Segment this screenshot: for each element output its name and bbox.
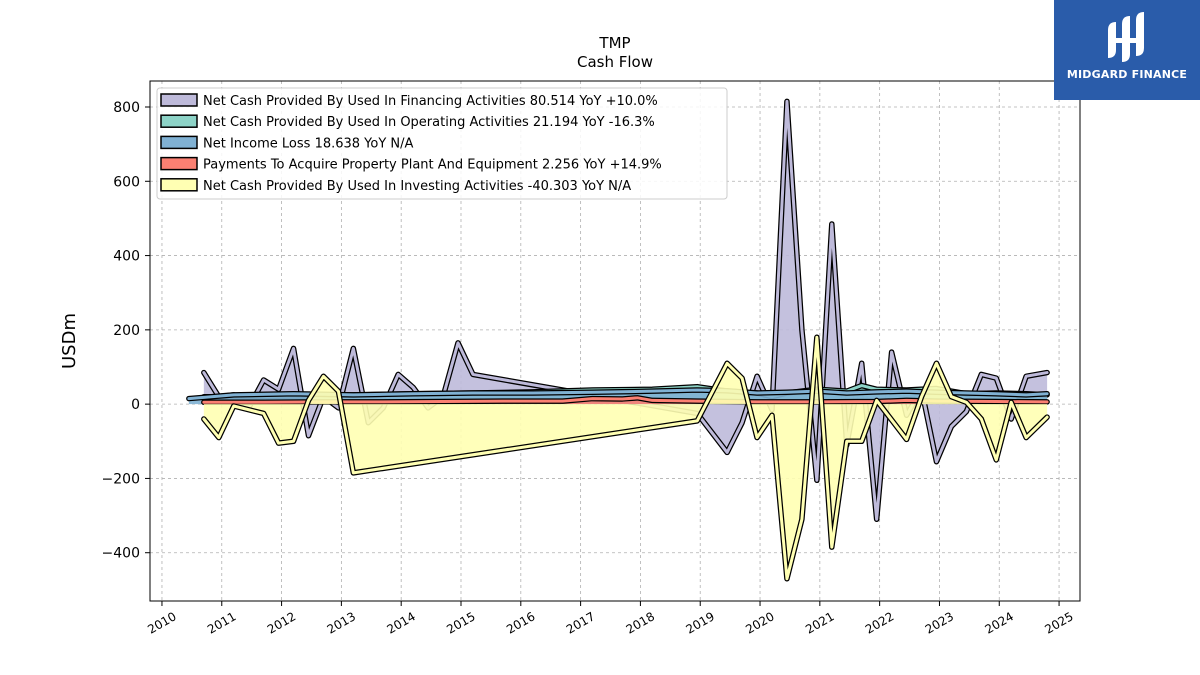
x-tick-label: 2013 [325, 609, 358, 636]
y-tick-label: −400 [102, 546, 140, 562]
y-tick-label: 400 [113, 249, 140, 265]
series-line [202, 396, 1049, 404]
legend: Net Cash Provided By Used In Financing A… [156, 87, 728, 200]
x-tick-label: 2011 [205, 609, 238, 636]
legend-entry: Payments To Acquire Property Plant And E… [203, 158, 662, 173]
x-tick-label: 2015 [444, 609, 477, 636]
series-area [203, 337, 1048, 579]
legend-box [156, 87, 728, 200]
brand-name: MIDGARD FINANCE [1066, 68, 1188, 81]
y-tick-label: 200 [113, 323, 140, 339]
legend-entry: Net Income Loss 18.638 YoY N/A [203, 136, 414, 151]
x-tick-label: 2024 [983, 609, 1016, 636]
x-tick-label: 2010 [145, 609, 178, 636]
x-tick-label: 2012 [265, 609, 298, 636]
series-line [202, 99, 1049, 521]
series-line [202, 335, 1049, 581]
series-layer [186, 98, 1050, 582]
y-tick-label: −200 [102, 471, 140, 487]
brand-logo: MIDGARD FINANCE [1054, 0, 1200, 100]
series-0 [201, 98, 1050, 523]
y-tick-label: 800 [113, 100, 140, 116]
x-tick-label: 2019 [683, 609, 716, 636]
y-axis-label: USDm [59, 313, 80, 369]
x-tick-label: 2020 [743, 609, 776, 636]
x-tick-label: 2014 [384, 609, 417, 636]
series-3 [201, 395, 1050, 406]
legend-swatch [160, 178, 198, 192]
x-tick-label: 2017 [564, 609, 597, 636]
legend-entry: Net Cash Provided By Used In Financing A… [203, 94, 658, 109]
legend-entry: Net Cash Provided By Used In Investing A… [203, 179, 631, 194]
x-tick-label: 2022 [863, 609, 896, 636]
series-4 [201, 334, 1050, 582]
x-tick-label: 2016 [504, 609, 537, 636]
legend-swatch [160, 156, 198, 171]
legend-swatch [160, 135, 198, 150]
legend-swatch [160, 93, 198, 107]
x-tick-label: 2018 [624, 609, 657, 636]
legend-swatch [160, 114, 198, 128]
plot-frame [149, 80, 1081, 602]
x-tick-label: 2021 [803, 609, 836, 636]
y-tick-label: 600 [113, 174, 140, 190]
y-tick-label: 0 [131, 397, 140, 413]
x-tick-label: 2023 [923, 609, 956, 636]
chart-title: TMP [598, 34, 630, 52]
series-line-outline [201, 334, 1050, 582]
legend-entry: Net Cash Provided By Used In Operating A… [203, 115, 655, 130]
x-tick-label: 2025 [1042, 609, 1075, 636]
chart-subtitle: Cash Flow [577, 53, 653, 71]
midgard-logo-icon [1108, 12, 1144, 62]
